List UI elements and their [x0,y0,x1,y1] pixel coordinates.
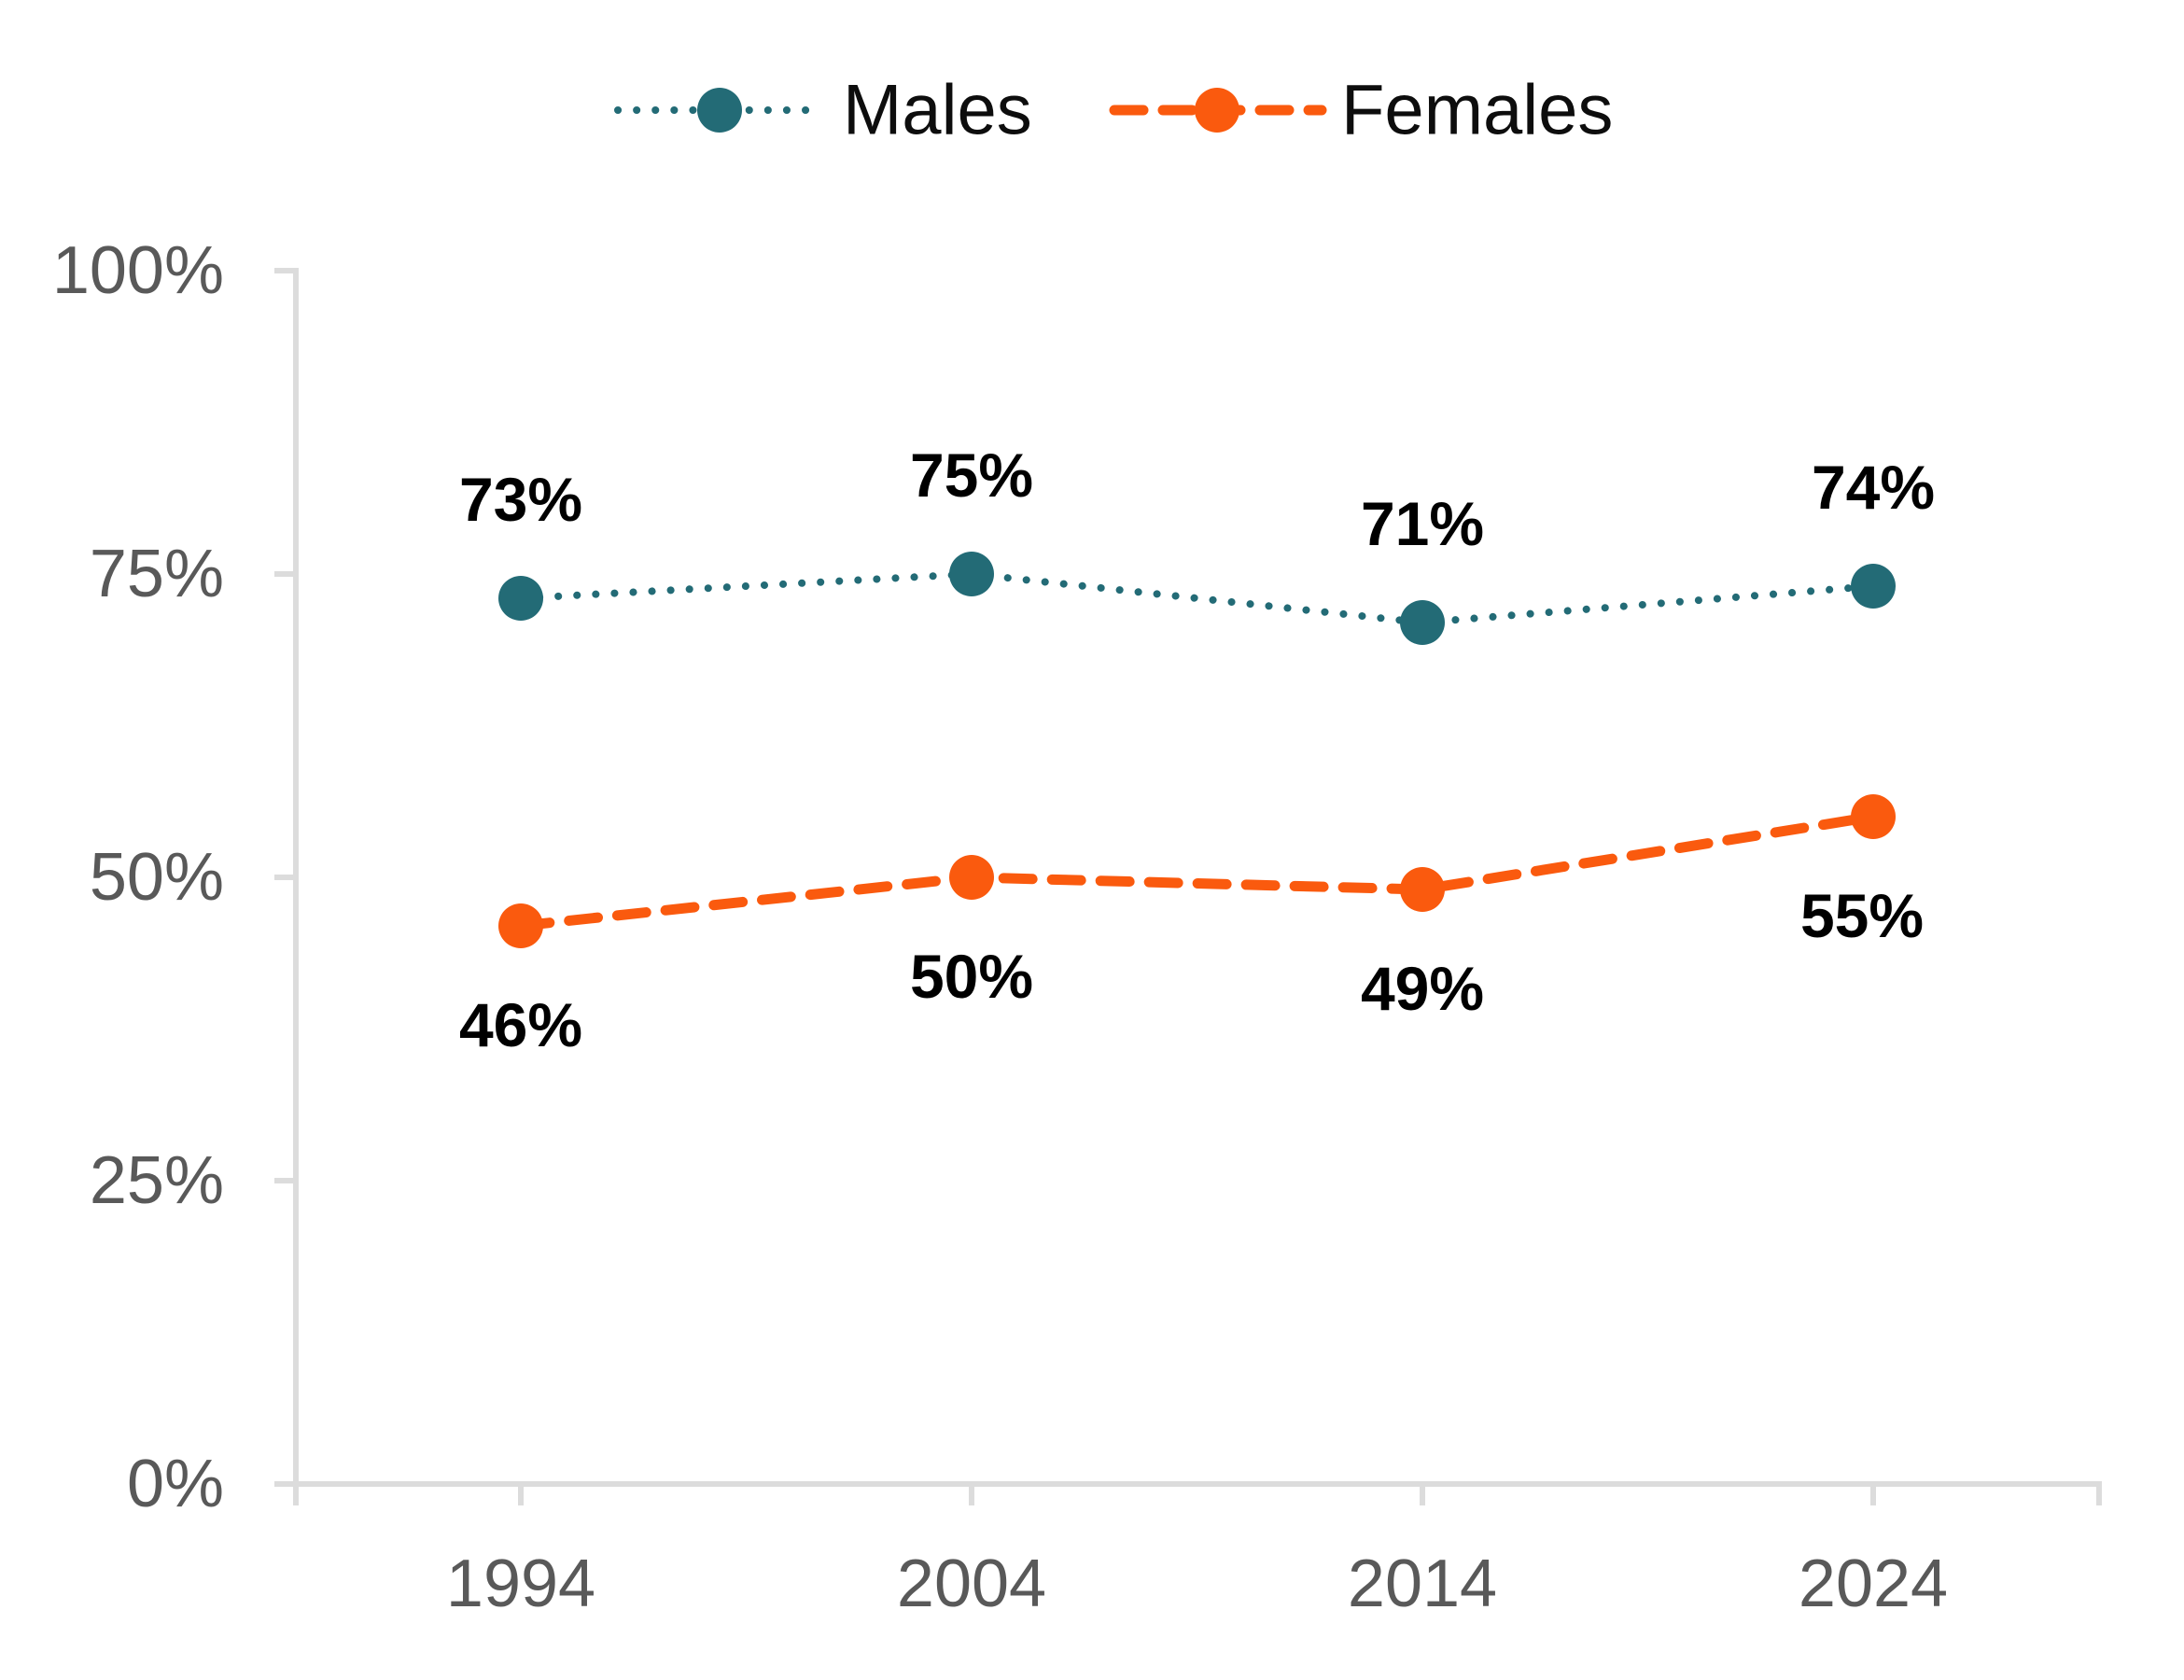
legend-females-label: Females [1341,71,1613,150]
males-line [517,569,1877,627]
legend-item-males: Males [614,71,1032,150]
x-axis-label-1994: 1994 [446,1547,595,1621]
males-data-label-2024: 74% [1812,453,1935,522]
males-marker-2014 [1400,600,1445,645]
y-axis-label-25: 25% [90,1143,224,1218]
series-females: 46% 50% 49% 55% [459,794,1924,1059]
females-data-label-1994: 46% [459,990,582,1059]
females-marker-2004 [949,855,994,900]
x-axis-label-2024: 2024 [1799,1547,1948,1621]
y-axis: 100% 75% 50% 25% 0% [52,233,299,1521]
females-marker-2024 [1851,794,1896,839]
females-data-label-2004: 50% [910,942,1033,1011]
females-line [515,811,1879,931]
males-marker-2004 [949,552,994,596]
series-males: 73% 75% 71% 74% [459,441,1935,645]
males-data-label-2004: 75% [910,441,1033,510]
legend-males-marker-swatch [697,88,742,133]
males-data-label-1994: 73% [459,465,582,534]
males-marker-2024 [1851,564,1896,609]
legend: Males Females [614,71,1613,150]
x-axis: 1994 2004 2014 2024 [293,1481,2102,1621]
females-data-label-2014: 49% [1361,954,1484,1023]
males-data-label-2014: 71% [1361,489,1484,558]
legend-item-females: Females [1109,71,1613,150]
y-axis-label-50: 50% [90,840,224,915]
y-axis-label-75: 75% [90,537,224,611]
x-axis-label-2014: 2014 [1348,1547,1497,1621]
legend-females-marker-swatch [1195,88,1239,133]
y-axis-label-100: 100% [52,233,224,308]
legend-males-label: Males [843,71,1032,150]
y-axis-label-0: 0% [127,1447,224,1521]
males-marker-1994 [498,576,543,621]
females-marker-1994 [498,903,543,948]
x-axis-label-2004: 2004 [897,1547,1046,1621]
females-marker-2014 [1400,867,1445,912]
females-data-label-2024: 55% [1800,881,1924,950]
